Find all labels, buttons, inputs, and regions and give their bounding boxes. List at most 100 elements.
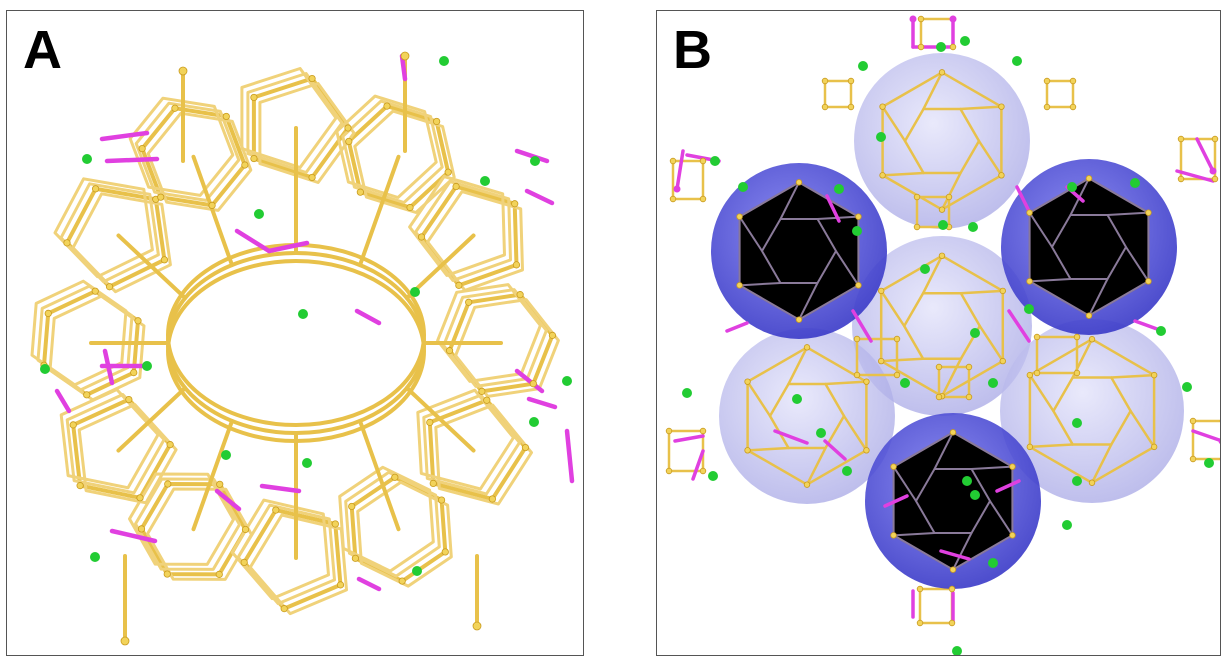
framework-node (948, 619, 956, 627)
framework-node (400, 51, 410, 61)
framework-node (795, 179, 803, 186)
framework-node (847, 103, 855, 111)
framework-ring (356, 480, 453, 588)
framework-node (1145, 209, 1152, 216)
highlight-bond (673, 434, 705, 443)
framework-bond (404, 386, 476, 453)
framework-node (216, 480, 224, 488)
guest-atom (708, 471, 718, 481)
framework-bond (921, 254, 944, 295)
framework-ring (134, 477, 241, 571)
framework-bond (116, 233, 188, 300)
framework-node (478, 387, 486, 395)
framework-node (669, 195, 677, 203)
framework-node (1043, 77, 1051, 85)
panel-a: A (6, 10, 584, 656)
framework-node (913, 223, 921, 231)
guest-atom (852, 226, 862, 236)
framework-node (935, 393, 943, 401)
guest-atom (710, 156, 720, 166)
framework-bond (1090, 443, 1113, 485)
highlight-node (949, 15, 957, 23)
guest-atom (988, 378, 998, 388)
framework-node (948, 585, 956, 593)
framework-node (511, 200, 519, 208)
framework-node (280, 605, 288, 613)
framework-node (398, 577, 406, 585)
framework-node (917, 15, 925, 23)
panel-label-b: B (673, 20, 712, 80)
framework-node (1009, 463, 1016, 470)
framework-node (938, 69, 946, 76)
guest-atom (682, 388, 692, 398)
framework-node (1033, 369, 1041, 377)
guest-atom (876, 132, 886, 142)
framework-node (76, 482, 84, 490)
guest-atom (738, 182, 748, 192)
framework-node (1211, 135, 1219, 143)
framework-node (1033, 333, 1041, 341)
framework-ring (442, 288, 548, 388)
framework-bond (1110, 373, 1156, 379)
framework-bond (358, 154, 401, 268)
guest-atom (792, 394, 802, 404)
framework-node (917, 43, 925, 51)
framework-bond (779, 181, 800, 220)
framework-node (890, 532, 897, 539)
framework-ring (436, 283, 542, 383)
framework-node (913, 193, 921, 201)
framework-bond (977, 139, 1003, 177)
framework-bond (746, 380, 772, 418)
framework-node (949, 43, 957, 51)
framework-ring (434, 403, 533, 506)
framework-node (1069, 103, 1077, 111)
framework-node (699, 427, 707, 435)
framework-node (308, 173, 316, 182)
highlight-bond (266, 240, 310, 254)
framework-node (383, 102, 391, 110)
framework-bond (787, 346, 809, 386)
framework-node (250, 154, 258, 163)
framework-node (125, 395, 133, 404)
linker-square (1035, 335, 1079, 375)
framework-node (1009, 532, 1016, 539)
framework-ring (128, 96, 235, 197)
guest-atom (40, 364, 50, 374)
guest-atom (988, 558, 998, 568)
guest-atom (968, 222, 978, 232)
framework-node (433, 117, 441, 126)
framework-node (1085, 312, 1093, 319)
framework-ring (134, 101, 241, 202)
framework-node (890, 463, 897, 470)
framework-node (134, 317, 142, 325)
highlight-bond (1015, 185, 1031, 213)
framework-node (1043, 103, 1051, 111)
framework-node (699, 467, 707, 475)
framework-node (821, 77, 829, 85)
framework-node (345, 137, 353, 146)
framework-node (855, 282, 862, 289)
framework-node (1211, 175, 1219, 183)
framework-ring (53, 177, 154, 279)
framework-node (938, 206, 946, 213)
framework-node (893, 335, 901, 343)
framework-bond (191, 418, 234, 532)
highlight-bond (823, 439, 847, 461)
framework-bond (798, 282, 819, 321)
guest-atom (1130, 178, 1140, 188)
framework-ring (146, 487, 253, 581)
framework-node (1219, 457, 1220, 461)
framework-bond (893, 532, 935, 537)
framework-node (878, 287, 885, 295)
framework-bond (1028, 212, 1053, 248)
highlight-bond (259, 483, 302, 494)
framework-node (157, 193, 165, 201)
pore-rim (166, 251, 426, 435)
framework-node (120, 636, 130, 646)
framework-node (344, 124, 352, 132)
framework-node (999, 357, 1006, 365)
framework-node (669, 157, 677, 165)
framework-node (998, 103, 1005, 110)
guest-atom (842, 466, 852, 476)
guest-atom (529, 417, 539, 427)
